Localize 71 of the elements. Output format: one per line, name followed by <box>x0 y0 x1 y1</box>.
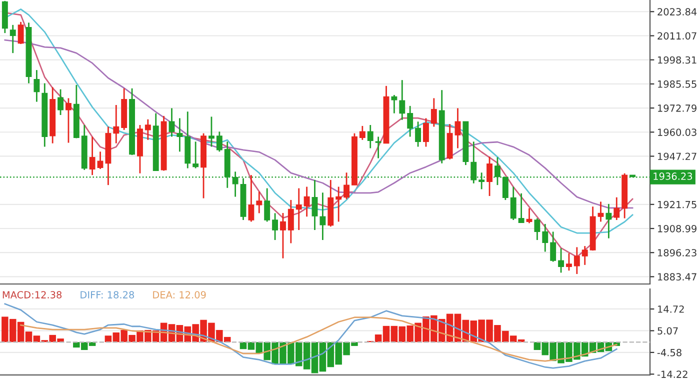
candlestick <box>144 118 151 141</box>
candlestick <box>606 203 612 239</box>
candlestick <box>288 199 294 244</box>
candlestick <box>518 192 524 224</box>
line-series <box>20 316 618 362</box>
candlestick <box>18 21 24 45</box>
candlestick <box>168 108 175 138</box>
y-tick-label: 5.07 <box>658 327 678 335</box>
candlestick <box>375 136 382 159</box>
candlestick <box>391 94 398 114</box>
y-tick-label: -14.22 <box>657 370 688 378</box>
candlestick <box>336 186 342 222</box>
candlestick <box>558 248 564 274</box>
y-tick-label: -4.58 <box>657 348 682 356</box>
series-label: MACD:12.38 <box>2 291 62 298</box>
candlestick <box>296 188 302 231</box>
candlestick <box>526 208 532 224</box>
candlestick <box>113 104 120 144</box>
y-tick-label: 1908.99 <box>658 224 696 232</box>
y-tick-label: 14.72 <box>658 305 684 313</box>
candlestick <box>430 97 437 128</box>
candlestick <box>574 246 580 275</box>
candlestick <box>192 140 199 169</box>
y-tick-label: 1972.79 <box>658 104 696 112</box>
candlestick <box>58 88 64 116</box>
candlestick <box>582 245 588 266</box>
candlestick <box>534 218 540 241</box>
y-tick-label: 1985.55 <box>658 80 696 88</box>
candlestick <box>248 174 254 222</box>
candlestick <box>423 118 429 148</box>
y-tick-label: 1998.31 <box>658 56 696 64</box>
candlestick <box>486 156 492 197</box>
y-tick-label: 1896.23 <box>658 249 696 256</box>
candlestick <box>97 150 104 170</box>
y-tick-label: 2023.84 <box>658 8 697 16</box>
candlestick <box>208 116 214 148</box>
candlestick <box>344 172 350 200</box>
candlestick <box>542 223 548 252</box>
candlestick <box>359 125 366 141</box>
candlestick <box>614 196 620 221</box>
y-tick-label: 1960.03 <box>658 128 696 136</box>
y-tick-label: 1883.47 <box>658 273 696 281</box>
text: DIFF: 18.28 <box>80 291 134 298</box>
ref-line-label: 1936.23 <box>654 172 692 180</box>
candlestick <box>407 105 414 138</box>
text: DEA: 12.09 <box>153 291 206 298</box>
candlestick <box>566 252 572 272</box>
line-series <box>4 303 618 369</box>
candlestick <box>176 118 183 152</box>
candlestick <box>256 190 262 214</box>
candlestick <box>320 192 326 241</box>
candlestick <box>216 130 222 152</box>
candlestick <box>89 136 96 176</box>
candlestick <box>264 188 270 222</box>
candlestick <box>550 231 556 262</box>
candlestick <box>10 24 16 54</box>
y-tick-label: 1947.27 <box>658 152 696 160</box>
candlestick <box>304 186 310 218</box>
candlestick <box>66 97 72 144</box>
candlestick <box>34 69 40 102</box>
candlestick <box>367 124 374 149</box>
candlestick <box>312 179 318 231</box>
candlestick <box>454 108 461 149</box>
candlestick <box>510 186 516 221</box>
candlestick <box>415 120 421 148</box>
candlestick <box>598 200 604 222</box>
candlestick <box>399 79 406 121</box>
candlestick <box>280 212 286 260</box>
y-tick-label: 1921.75 <box>658 200 696 208</box>
y-tick-label: 2011.07 <box>658 32 696 40</box>
candlestick <box>272 212 278 241</box>
